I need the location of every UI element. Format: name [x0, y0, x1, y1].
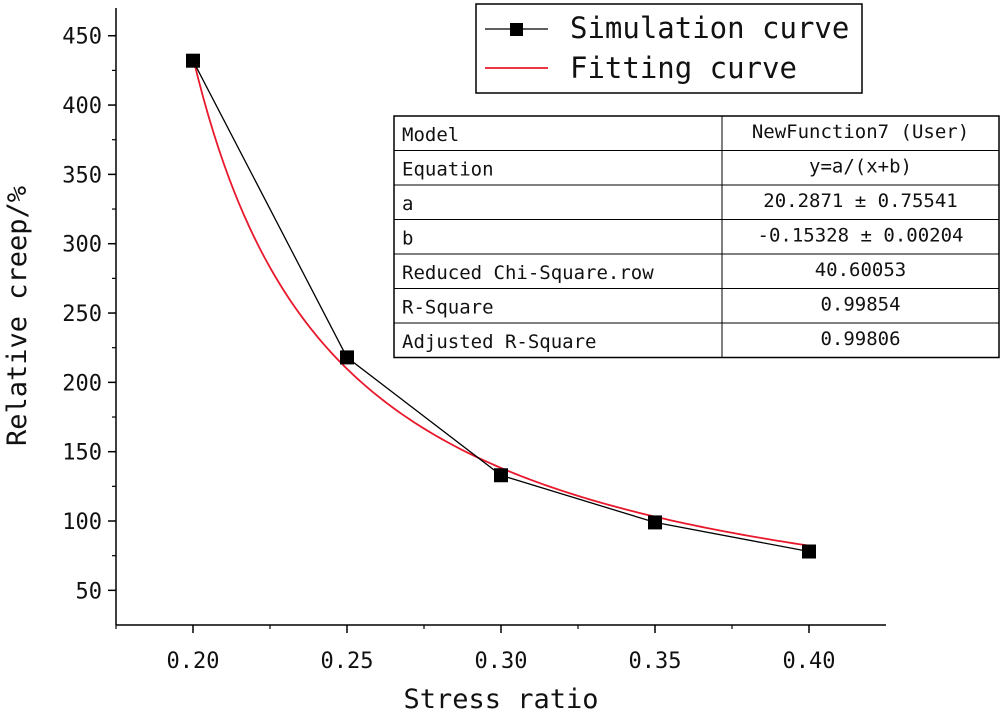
table-row-label: a	[402, 193, 413, 215]
table-row-value: 20.2871 ± 0.75541	[763, 190, 957, 212]
legend: Simulation curve Fitting curve	[475, 3, 863, 94]
y-tick-label: 100	[62, 510, 102, 535]
table-row-label: Reduced Chi-Square.row	[402, 262, 654, 284]
fitting-curve-line	[192, 57, 810, 547]
x-tick-label: 0.35	[629, 649, 682, 674]
y-tick-label: 300	[62, 233, 102, 258]
x-tick-label: 0.40	[783, 649, 836, 674]
legend-fitting-label: Fitting curve	[570, 51, 797, 85]
y-ticks: 50 100 150 200 250 300 350 400 450	[62, 25, 116, 604]
fit-statistics-table: Model NewFunction7 (User) Equation y=a/(x+b…	[393, 115, 1000, 359]
simulation-markers	[186, 53, 816, 559]
x-axis-title: Stress ratio	[403, 684, 598, 713]
y-tick-label: 250	[62, 302, 102, 327]
y-tick-label: 450	[62, 25, 102, 50]
table-row-value: 0.99806	[820, 328, 900, 350]
legend-box	[475, 3, 863, 94]
table-row-value: 40.60053	[815, 259, 907, 281]
table-row-value: -0.15328 ± 0.00204	[758, 225, 964, 247]
table-row-label: Equation	[402, 159, 494, 181]
table-row-label: b	[402, 228, 413, 250]
x-tick-label: 0.25	[321, 649, 374, 674]
legend-simulation-label: Simulation curve	[570, 11, 849, 45]
table-row-label: Model	[402, 124, 459, 146]
table-row-value: NewFunction7 (User)	[752, 121, 969, 143]
table-row-label: Adjusted R-Square	[402, 331, 596, 353]
y-tick-label: 200	[62, 371, 102, 396]
x-tick-label: 0.30	[475, 649, 528, 674]
simulation-point	[186, 53, 200, 68]
y-tick-label: 400	[62, 94, 102, 119]
simulation-point	[340, 350, 354, 365]
y-tick-label: 150	[62, 441, 102, 466]
simulation-point	[494, 468, 508, 483]
simulation-point	[648, 515, 662, 530]
legend-simulation-swatch-marker	[510, 23, 523, 36]
table-row-value: 0.99854	[820, 294, 900, 316]
x-ticks: 0.20 0.25 0.30 0.35 0.40	[115, 625, 836, 674]
table-row-value: y=a/(x+b)	[809, 156, 912, 178]
y-axis-title: Relative creep/%	[2, 186, 33, 446]
y-tick-label: 350	[62, 163, 102, 188]
y-tick-label: 50	[76, 579, 103, 604]
simulation-point	[802, 544, 816, 559]
table-border	[393, 115, 1000, 359]
x-tick-label: 0.20	[167, 649, 220, 674]
table-row-label: R-Square	[402, 297, 494, 319]
